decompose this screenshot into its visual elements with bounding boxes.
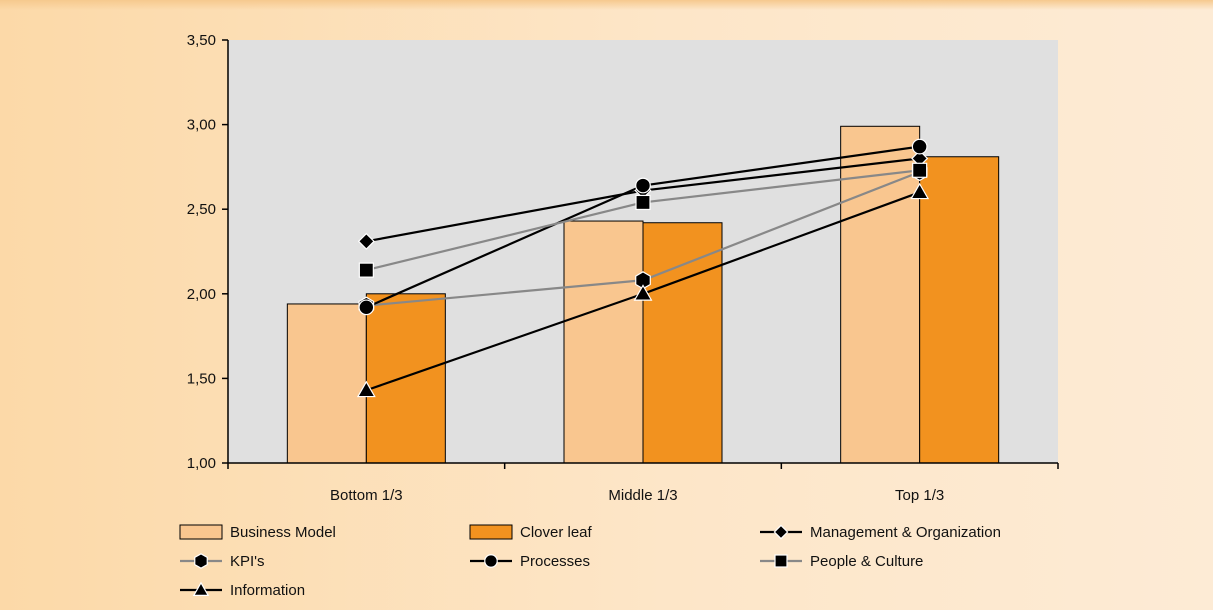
legend-swatch-clover-leaf xyxy=(469,524,513,540)
legend-marker-people-culture xyxy=(774,554,788,568)
legend-label-kpi-s: KPI's xyxy=(230,553,265,570)
y-tick-label: 2,50 xyxy=(187,201,216,218)
point-information-middle-1-3 xyxy=(633,284,653,301)
bar-clover-leaf-top-1-3 xyxy=(919,156,1000,464)
top-shadow-band xyxy=(0,0,1213,10)
legend-label-information: Information xyxy=(230,582,305,599)
point-people-culture-bottom-1-3 xyxy=(358,262,374,278)
legend-label-people-culture: People & Culture xyxy=(810,553,923,570)
point-processes-bottom-1-3 xyxy=(358,299,375,316)
point-information-bottom-1-3 xyxy=(356,380,376,398)
y-tick-label: 3,50 xyxy=(187,32,216,49)
y-tick-label: 2,00 xyxy=(187,286,216,303)
point-processes-top-1-3 xyxy=(911,138,928,155)
x-tick-label: Bottom 1/3 xyxy=(330,487,403,504)
legend-marker-processes xyxy=(484,554,498,568)
bar-business-model-bottom-1-3 xyxy=(286,303,367,464)
y-tick-label: 3,00 xyxy=(187,117,216,134)
legend-marker-information xyxy=(192,581,210,597)
y-tick-label: 1,50 xyxy=(187,370,216,387)
legend-swatch-business-model xyxy=(179,524,223,540)
x-tick-label: Top 1/3 xyxy=(895,487,944,504)
point-management-organization-bottom-1-3 xyxy=(357,232,375,250)
legend-label-processes: Processes xyxy=(520,553,590,570)
legend-label-clover-leaf: Clover leaf xyxy=(520,524,593,541)
legend-marker-management-organization xyxy=(773,524,789,540)
point-people-culture-top-1-3 xyxy=(912,162,928,178)
bar-clover-leaf-middle-1-3 xyxy=(642,222,723,464)
bar-business-model-top-1-3 xyxy=(840,125,921,464)
bar-clover-leaf-bottom-1-3 xyxy=(365,293,446,464)
x-tick-label: Middle 1/3 xyxy=(608,487,677,504)
y-tick-label: 1,00 xyxy=(187,455,216,472)
bar-business-model-middle-1-3 xyxy=(563,220,644,464)
point-processes-middle-1-3 xyxy=(635,177,651,194)
point-people-culture-middle-1-3 xyxy=(635,194,651,211)
point-information-top-1-3 xyxy=(910,182,930,200)
legend-label-management-organization: Management & Organization xyxy=(810,524,1001,541)
legend-label-business-model: Business Model xyxy=(230,524,336,541)
legend-marker-kpi-s xyxy=(194,553,208,569)
